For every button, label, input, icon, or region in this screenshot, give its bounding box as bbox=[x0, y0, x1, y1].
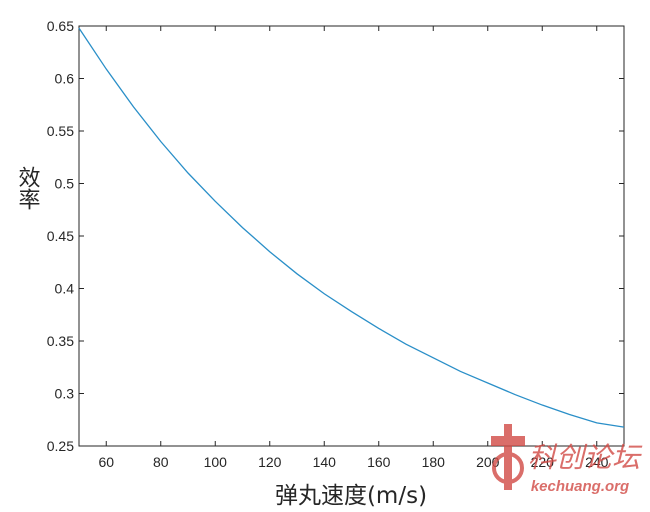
x-tick-label: 80 bbox=[153, 454, 169, 470]
y-tick-label: 0.45 bbox=[47, 228, 74, 244]
watermark-emblem bbox=[491, 424, 525, 490]
series-line bbox=[78, 27, 625, 428]
y-tick-label: 0.55 bbox=[47, 123, 74, 139]
x-tick-label: 120 bbox=[258, 454, 282, 470]
y-tick-label: 0.65 bbox=[47, 18, 74, 34]
watermark-text: 科创论坛 bbox=[528, 441, 643, 474]
x-tick-label: 180 bbox=[422, 454, 446, 470]
y-tick-label: 0.4 bbox=[55, 281, 75, 297]
plot-area: 60 80 100 120 140 160 180 200 220 240 0.250.30.35… bbox=[47, 18, 625, 470]
watermark-url: kechuang.org bbox=[531, 478, 629, 495]
x-axis-title: 弹丸速度(m/s) bbox=[275, 483, 427, 509]
y-tick-label: 0.3 bbox=[55, 386, 75, 402]
x-tick-label: 240 bbox=[585, 454, 609, 470]
x-tick-label: 100 bbox=[204, 454, 228, 470]
plot-frame bbox=[78, 25, 625, 447]
y-axis-ticks: 0.25 0.3 0.35 0.4 0.45 0.5 0.55 0.6 0.65 bbox=[47, 18, 624, 454]
x-tick-label: 220 bbox=[531, 454, 555, 470]
x-tick-label: 60 bbox=[98, 454, 114, 470]
y-tick-label: 0.6 bbox=[55, 71, 75, 87]
x-tick-label: 160 bbox=[367, 454, 391, 470]
y-tick-label: 0.25 bbox=[47, 438, 74, 454]
y-tick-label: 0.35 bbox=[47, 333, 74, 349]
y-axis-title: 效率 bbox=[15, 166, 41, 210]
x-axis-ticks: 60 80 100 120 140 160 180 200 220 240 bbox=[98, 26, 609, 470]
watermark-logo: 科创论坛 kechuang.org bbox=[491, 424, 643, 495]
x-tick-label: 140 bbox=[313, 454, 337, 470]
y-tick-label: 0.5 bbox=[55, 176, 75, 192]
